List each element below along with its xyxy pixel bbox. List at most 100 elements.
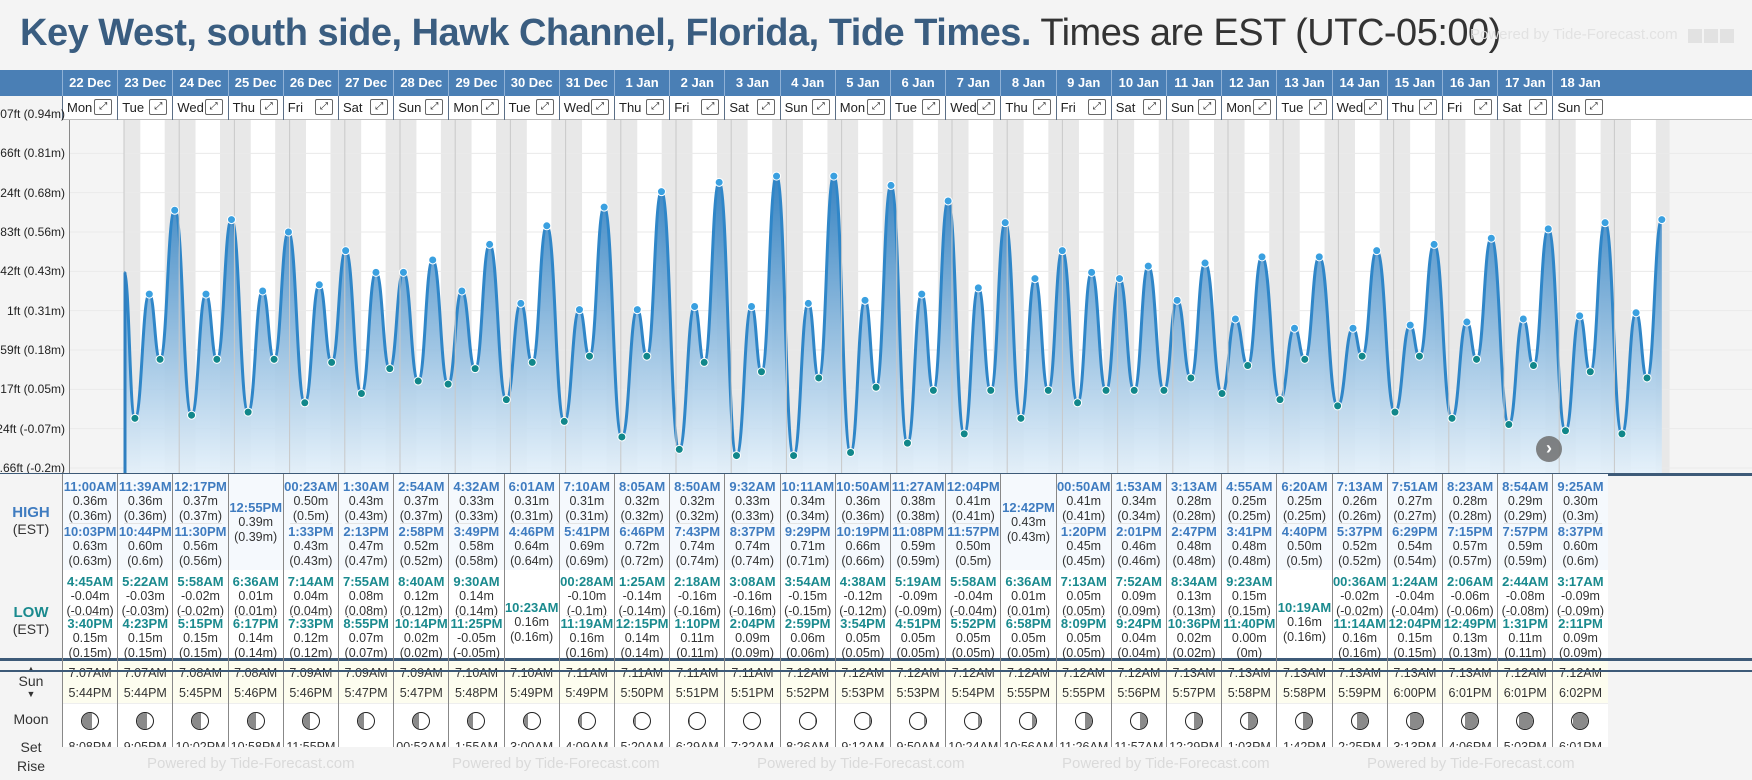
expand-day-button[interactable]: ⤢ — [259, 99, 278, 115]
expand-day-button[interactable]: ⤢ — [811, 99, 830, 115]
expand-arrows-icon: ⤢ — [375, 101, 384, 112]
low-tides-cell: 5:58AM -0.04m (-0.04m) 5:52PM 0.05m (0.05m) — [946, 570, 1001, 660]
high-tides-cell: 4:32AM 0.33m (0.33m) 3:49PM 0.58m (0.58m) — [449, 474, 504, 570]
entry-divider — [179, 615, 222, 616]
low-tide-height: -0.08m — [1505, 589, 1545, 603]
high-tide-height-alt: (0.47m) — [344, 554, 388, 568]
expand-day-button[interactable]: ⤢ — [1418, 99, 1437, 115]
high-tides-cell: 6:20AM 0.25m (0.25m) 4:40PM 0.50m (0.5m) — [1277, 474, 1332, 570]
expand-day-button[interactable]: ⤢ — [535, 99, 554, 115]
low-tide-entry: 7:52AM 0.09m (0.09m) — [1112, 574, 1166, 619]
y-tick-label: 2.24ft (0.68m) — [0, 185, 65, 200]
high-tide-entry: 11:27AM 0.38m (0.38m) — [891, 479, 945, 524]
expand-day-button[interactable]: ⤢ — [1363, 99, 1382, 115]
high-tide-height-alt: (0.46m) — [1117, 554, 1161, 568]
sunset-time: 5:51PM — [675, 686, 719, 700]
expand-day-button[interactable]: ⤢ — [866, 99, 885, 115]
low-tide-height-alt: (-0.14m) — [618, 604, 666, 618]
low-tide-entry: 8:34AM 0.13m (0.13m) — [1167, 574, 1221, 619]
weekday-cell: Thu ⤢ — [1386, 96, 1442, 120]
low-tide-entry: 3:54AM -0.15m (-0.15m) — [781, 574, 835, 619]
expand-day-button[interactable]: ⤢ — [370, 99, 389, 115]
expand-day-button[interactable]: ⤢ — [1253, 99, 1272, 115]
low-tide-marker — [1129, 385, 1139, 395]
day-column: 9:32AM 0.33m (0.33m) 8:37PM 0.74m (0.74m) 3:08… — [724, 474, 780, 747]
sunrise-time: 7:12AM — [1503, 666, 1547, 680]
expand-day-button[interactable]: ⤢ — [1142, 99, 1161, 115]
date-header: 29 Dec — [448, 70, 503, 96]
expand-arrows-icon: ⤢ — [209, 101, 218, 112]
chevron-right-icon: › — [1546, 438, 1552, 458]
high-tide-entry: 8:05AM 0.32m (0.32m) — [615, 479, 669, 524]
expand-day-button[interactable]: ⤢ — [1584, 99, 1603, 115]
sun-times-cell: 7:12AM 5:54PM — [946, 661, 1001, 703]
moon-shadow — [634, 713, 636, 729]
weekday-cell: Mon ⤢ — [1221, 96, 1276, 120]
entry-divider — [455, 615, 498, 616]
sunset-time: 5:46PM — [234, 686, 278, 700]
scroll-next-button[interactable]: › — [1536, 436, 1562, 462]
high-tide-height: 0.46m — [1121, 539, 1157, 553]
low-tide-time: 9:30AM — [453, 574, 500, 589]
high-tide-height: 0.43m — [1011, 515, 1046, 529]
low-tide-height-alt: (0.15m) — [1393, 646, 1437, 660]
expand-day-button[interactable]: ⤢ — [701, 99, 720, 115]
tide-chart[interactable] — [70, 120, 1752, 474]
sunset-time: 6:01PM — [1448, 686, 1492, 700]
low-tide-height-alt: (0.05m) — [1062, 646, 1106, 660]
expand-day-button[interactable]: ⤢ — [1032, 99, 1051, 115]
low-tide-height-alt: (-0.04m) — [949, 604, 997, 618]
high-tide-entry: 12:55PM 0.39m (0.39m) — [229, 500, 283, 545]
expand-day-button[interactable]: ⤢ — [425, 99, 444, 115]
moon-shadow — [689, 713, 691, 729]
moon-shadow — [1031, 713, 1037, 729]
expand-day-button[interactable]: ⤢ — [590, 99, 609, 115]
expand-day-button[interactable]: ⤢ — [314, 99, 333, 115]
moon-shadow — [578, 713, 582, 729]
low-tide-height-alt: (0.09m) — [1117, 604, 1161, 618]
high-tide-marker — [1372, 246, 1382, 256]
expand-day-button[interactable]: ⤢ — [922, 99, 941, 115]
sun-row-label: ▲ Sun ▼ — [0, 661, 62, 703]
sun-times-cell: 7:13AM 5:58PM — [1277, 661, 1332, 703]
high-tide-marker — [574, 305, 584, 315]
expand-day-button[interactable]: ⤢ — [149, 99, 168, 115]
expand-day-button[interactable]: ⤢ — [646, 99, 665, 115]
expand-day-button[interactable]: ⤢ — [756, 99, 775, 115]
expand-day-button[interactable]: ⤢ — [204, 99, 223, 115]
expand-day-button[interactable]: ⤢ — [94, 99, 113, 115]
low-tide-height: 0.12m — [403, 589, 439, 603]
date-header: 11 Jan — [1166, 70, 1221, 96]
expand-day-button[interactable]: ⤢ — [1529, 99, 1548, 115]
high-tide-height: 0.32m — [679, 494, 715, 508]
high-tides-cell: 11:27AM 0.38m (0.38m) 11:08PM 0.59m (0.59m) — [891, 474, 946, 570]
expand-day-button[interactable]: ⤢ — [1308, 99, 1327, 115]
powered-by-watermark: Powered by Tide-Forecast.com — [1470, 26, 1736, 44]
low-tide-height: 0.13m — [1176, 589, 1212, 603]
expand-day-button[interactable]: ⤢ — [977, 99, 996, 115]
expand-day-button[interactable]: ⤢ — [1087, 99, 1106, 115]
expand-day-button[interactable]: ⤢ — [1198, 99, 1217, 115]
high-tide-entry: 4:32AM 0.33m (0.33m) — [449, 479, 503, 524]
low-tide-entry: 5:15PM 0.15m (0.15m) — [173, 616, 227, 661]
low-tides-cell: 2:18AM -0.16m (-0.16m) 1:10PM 0.11m (0.11m) — [670, 570, 725, 660]
expand-day-button[interactable]: ⤢ — [480, 99, 499, 115]
entry-divider — [1062, 615, 1105, 616]
expand-day-button[interactable]: ⤢ — [1474, 99, 1493, 115]
low-tide-height: 0.06m — [790, 631, 826, 645]
high-tide-time: 2:13PM — [343, 524, 389, 539]
high-tide-entry: 6:29PM 0.54m (0.54m) — [1388, 524, 1442, 569]
low-tide-marker — [959, 429, 969, 439]
y-tick-label: 1.83ft (0.56m) — [0, 225, 65, 239]
date-header: 15 Jan — [1386, 70, 1442, 96]
low-tide-height: 0.05m — [955, 631, 991, 645]
low-tide-height: 0.09m — [1121, 589, 1157, 603]
low-tide-time: 2:59PM — [784, 616, 831, 631]
entry-divider — [345, 615, 388, 616]
high-tide-marker — [1543, 224, 1553, 234]
day-column: 3:13AM 0.28m (0.28m) 2:47PM 0.48m (0.48m) 8:34… — [1166, 474, 1222, 747]
high-tide-height-alt: (0.74m) — [730, 554, 775, 568]
moon-shadow — [137, 713, 147, 729]
entry-divider — [1173, 615, 1216, 616]
low-tide-marker — [1357, 351, 1367, 361]
